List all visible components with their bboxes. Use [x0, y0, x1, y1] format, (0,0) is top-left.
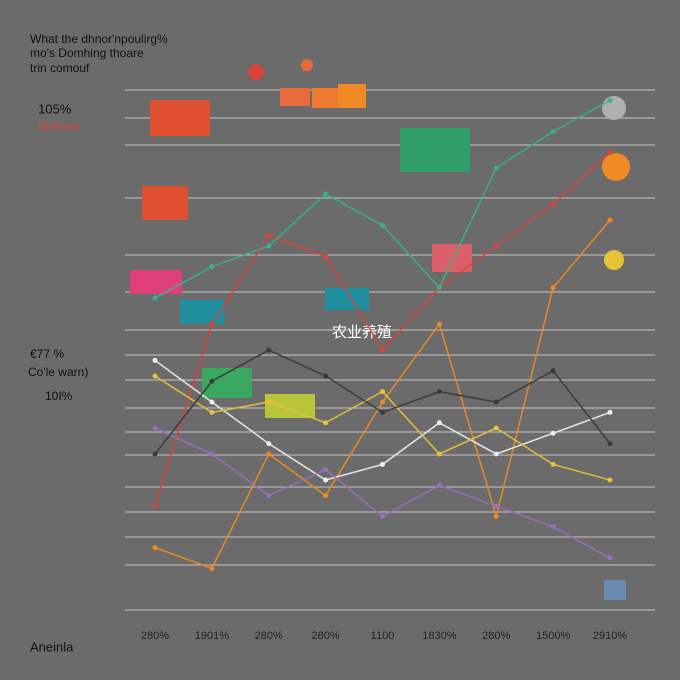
annotation: Dhidcers — [38, 121, 82, 133]
point — [607, 555, 613, 561]
point — [152, 357, 158, 363]
point — [152, 503, 158, 509]
point — [152, 425, 158, 431]
title: What the dhnor'npoulirg% mo's Domhing th… — [30, 32, 168, 75]
point — [266, 399, 272, 405]
point — [380, 399, 385, 405]
point — [550, 201, 556, 207]
point — [266, 451, 272, 457]
annotation: 105% — [38, 101, 72, 116]
point — [266, 347, 272, 353]
point — [493, 513, 499, 519]
point — [323, 373, 329, 379]
point — [323, 477, 329, 483]
point — [380, 222, 385, 228]
point — [493, 451, 499, 457]
point — [380, 347, 385, 353]
point — [493, 425, 499, 431]
point — [380, 389, 385, 395]
annotation: 农业养殖 — [332, 324, 392, 341]
point — [550, 430, 556, 436]
annotation: €77 % — [30, 347, 64, 361]
x-tick-label: 1100 — [371, 630, 395, 642]
point — [209, 565, 215, 571]
point — [380, 461, 385, 467]
point — [152, 451, 158, 457]
point — [607, 97, 613, 103]
point — [209, 409, 215, 415]
point — [436, 285, 442, 291]
decorations — [130, 59, 630, 600]
point — [607, 477, 613, 483]
annotation: Co'le warn) — [28, 365, 88, 379]
annotation: 10I% — [45, 389, 73, 403]
x-tick-label: 1830% — [422, 630, 456, 642]
point — [152, 295, 158, 301]
point — [436, 451, 442, 457]
point — [266, 233, 272, 239]
point — [436, 420, 442, 426]
title-line: mo's Domhing thoare — [30, 46, 144, 60]
x-tick-label: 1500% — [536, 630, 570, 642]
point — [209, 378, 215, 384]
footer: Aneinla — [30, 639, 74, 654]
x-tick-label: 280% — [312, 630, 340, 642]
point — [550, 524, 556, 530]
title-line: What the dhnor'npoulirg% — [30, 32, 168, 46]
point — [493, 399, 499, 405]
x-tick-label: 280% — [255, 630, 283, 642]
point — [323, 493, 329, 499]
point — [209, 321, 215, 327]
point — [380, 409, 385, 415]
x-tick-label: 2910% — [593, 630, 627, 642]
point — [607, 149, 613, 155]
point — [493, 165, 499, 171]
point — [550, 129, 556, 135]
point — [323, 467, 329, 473]
point — [266, 441, 272, 447]
point — [436, 482, 442, 488]
point — [209, 451, 215, 457]
x-tick-label: 280% — [141, 630, 169, 642]
point — [607, 217, 613, 223]
point — [209, 399, 215, 405]
point — [550, 368, 556, 374]
point — [436, 321, 442, 327]
point — [493, 503, 499, 509]
point — [550, 285, 556, 291]
point — [436, 389, 442, 395]
point — [152, 545, 158, 551]
point — [323, 420, 329, 426]
point — [607, 441, 613, 447]
point — [266, 243, 272, 249]
point — [152, 373, 158, 379]
x-tick-label: 280% — [482, 630, 510, 642]
point — [550, 461, 556, 467]
x-tick-label: 1901% — [195, 630, 229, 642]
point — [493, 243, 499, 249]
point — [323, 191, 329, 197]
point — [380, 513, 385, 519]
title-line: trin comouf — [30, 61, 90, 75]
point — [607, 409, 613, 415]
point — [323, 253, 329, 259]
point — [209, 264, 215, 270]
point — [266, 493, 272, 499]
